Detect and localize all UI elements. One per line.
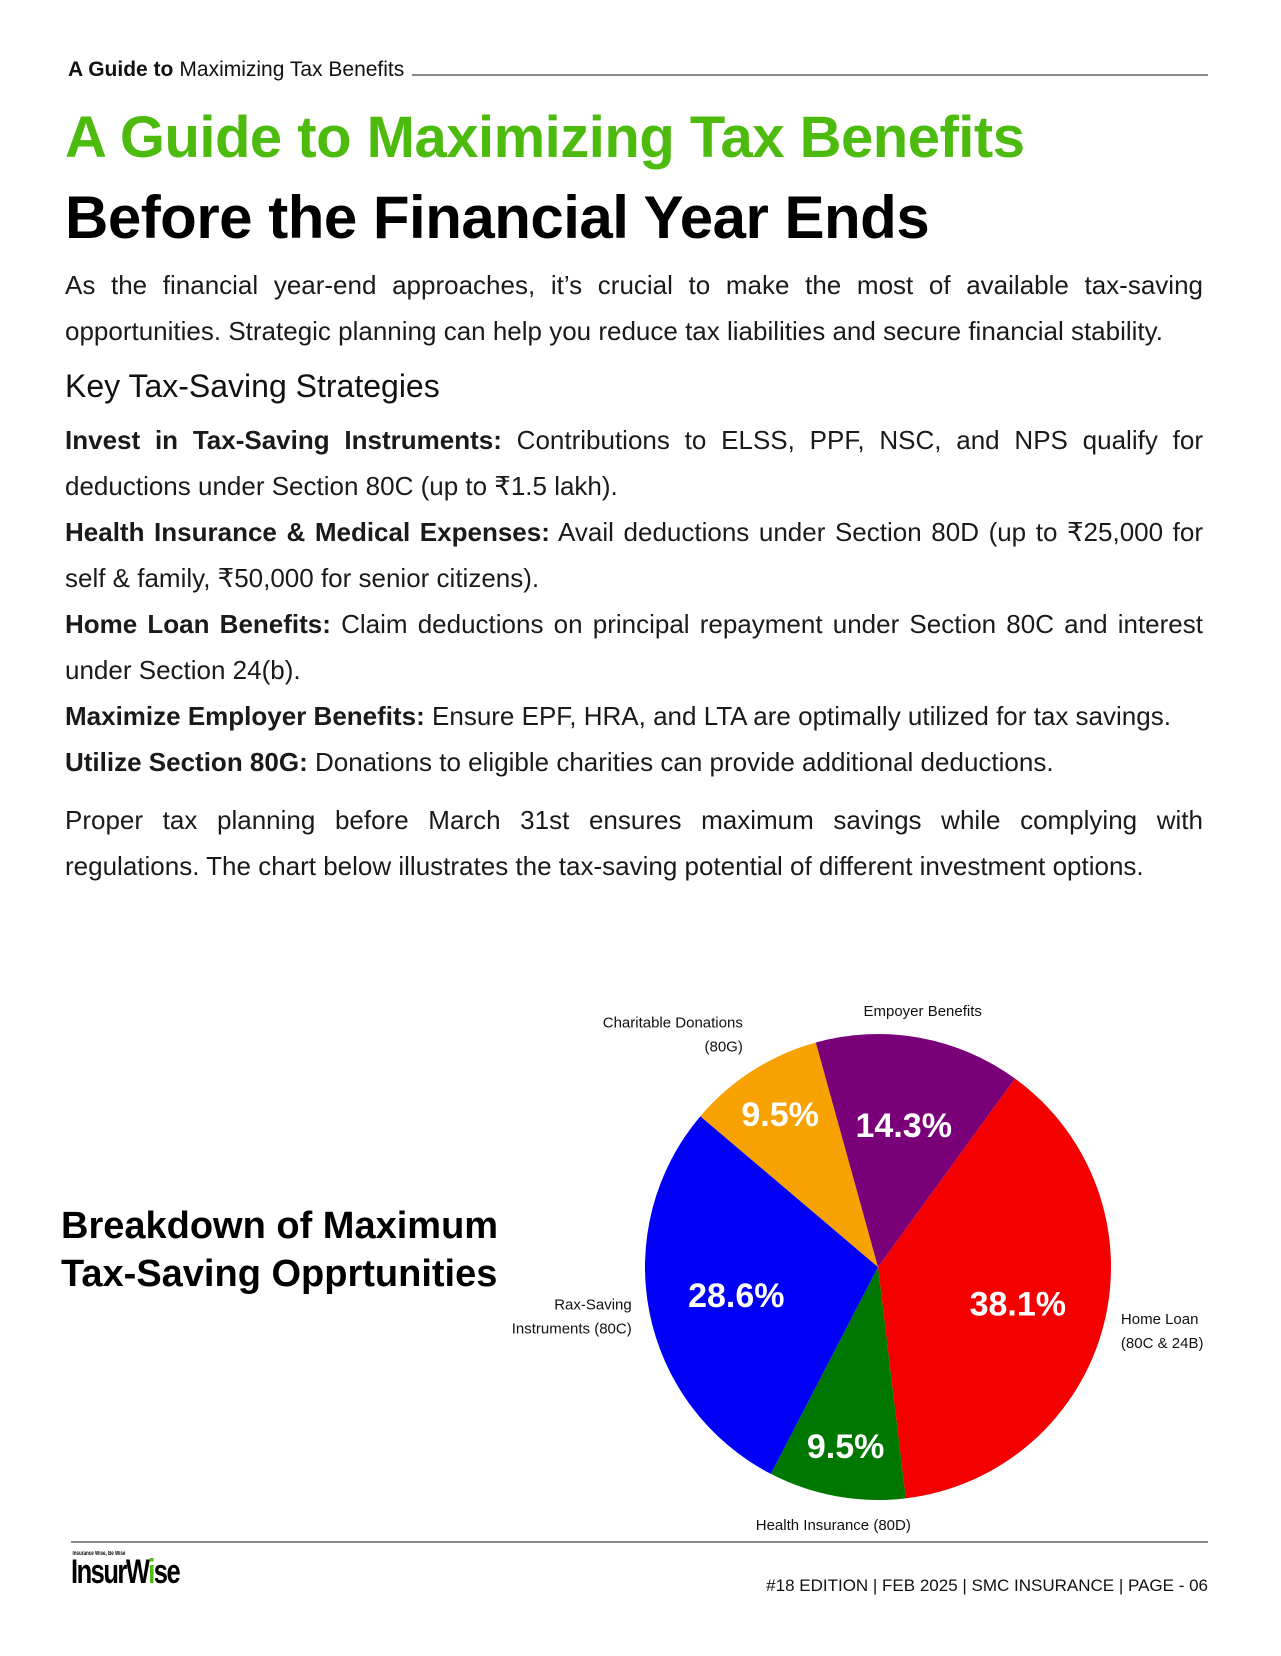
article: A Guide to Maximizing Tax Benefits Befor…: [65, 100, 1203, 889]
closing-paragraph: Proper tax planning before March 31st en…: [65, 805, 1203, 881]
slice-category-label: Instruments (80C): [512, 1321, 632, 1338]
slice-percent-label: 9.5%: [807, 1428, 885, 1466]
pie-slice: [770, 1267, 906, 1500]
chart-title: Breakdown of Maximum Tax-Saving Opprtuni…: [61, 1202, 498, 1298]
slice-percent-label: 38.1%: [970, 1285, 1066, 1323]
strategy-label: Health Insurance & Medical Expenses:: [65, 517, 550, 547]
pie-slice: [878, 1078, 1112, 1499]
slice-percent-label: 9.5%: [741, 1096, 819, 1134]
strategy-text: Avail deductions under Section 80D (up t…: [65, 517, 1204, 593]
intro-paragraph: As the financial year-end approaches, it…: [65, 270, 1203, 346]
slice-category-label: Empoyer Benefits: [864, 1003, 982, 1020]
slice-category-label: Home Loan: [1121, 1311, 1199, 1328]
pie-slice: [644, 1116, 878, 1474]
running-header-text: Maximizing Tax Benefits: [179, 58, 405, 81]
pie-slice: [815, 1034, 1015, 1267]
chart-title-line-2: Tax-Saving Opprtunities: [61, 1253, 498, 1295]
running-header: A Guide to Maximizing Tax Benefits: [68, 58, 1208, 82]
pie-slice: [700, 1042, 878, 1267]
strategy-text: Claim deductions on principal repayment …: [65, 609, 1203, 685]
slice-category-label: Charitable Donations: [603, 1014, 743, 1031]
insurwise-logo: InsurWise Insurance Wise, Be Wise: [71, 1551, 181, 1591]
chart-title-line-1: Breakdown of Maximum: [61, 1205, 499, 1247]
strategy-label: Invest in Tax-Saving Instruments:: [65, 425, 502, 455]
strategy-item: Health Insurance & Medical Expenses: Ava…: [65, 509, 1203, 601]
strategy-item: Maximize Employer Benefits: Ensure EPF, …: [65, 693, 1203, 739]
strategy-text: Contributions to ELSS, PPF, NSC, and NPS…: [65, 425, 1203, 501]
header-rule: [412, 74, 1208, 76]
slice-category-label: Health Insurance (80D): [756, 1517, 911, 1534]
strategy-item: Home Loan Benefits: Claim deductions on …: [65, 601, 1203, 693]
footer-text: #18 EDITION | FEB 2025 | SMC INSURANCE |…: [766, 1576, 1208, 1595]
running-header-bold: A Guide to: [68, 58, 174, 81]
strategy-label: Home Loan Benefits:: [65, 609, 331, 639]
slice-category-label: Rax-Saving: [554, 1297, 632, 1314]
strategy-item: Invest in Tax-Saving Instruments: Contri…: [65, 417, 1203, 509]
strategy-label: Maximize Employer Benefits:: [65, 701, 425, 731]
slice-category-label: (80C & 24B): [1121, 1335, 1204, 1352]
footer-rule: [71, 1541, 1208, 1543]
strategy-label: Utilize Section 80G:: [65, 747, 308, 777]
title-line-2: Before the Financial Year Ends: [65, 184, 930, 251]
strategy-text: Ensure EPF, HRA, and LTA are optimally u…: [432, 701, 1171, 731]
slice-percent-label: 14.3%: [856, 1107, 952, 1145]
strategy-text: Donations to eligible charities can prov…: [314, 747, 1054, 777]
slice-percent-label: 28.6%: [688, 1277, 784, 1315]
slice-category-label: (80G): [704, 1038, 742, 1055]
strategy-item: Utilize Section 80G: Donations to eligib…: [65, 739, 1203, 785]
title-line-1: A Guide to Maximizing Tax Benefits: [65, 105, 1025, 170]
section-heading: Key Tax-Saving Strategies: [65, 368, 440, 404]
